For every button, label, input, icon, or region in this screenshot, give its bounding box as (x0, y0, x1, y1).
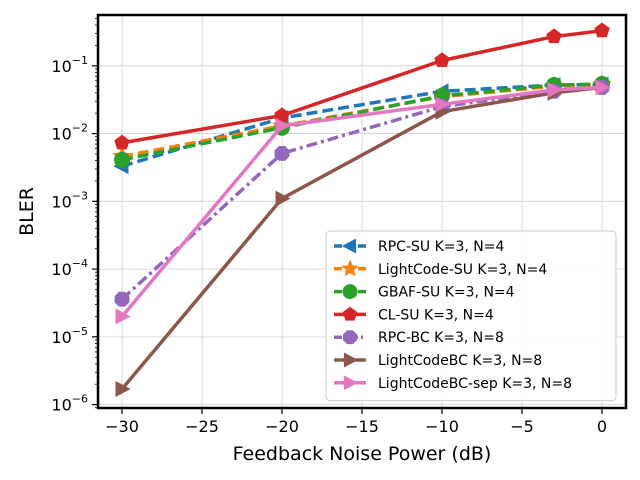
data-point (594, 22, 610, 38)
legend-entry: LightCode-SU K=3, N=4 (334, 259, 547, 278)
y-tick-label: 10−3 (51, 189, 88, 211)
legend: RPC-SU K=3, N=4 LightCode-SU K=3, N=4 GBAF… (325, 230, 617, 402)
y-tick-base: 10 (51, 328, 71, 347)
y-tick-base: 10 (51, 57, 71, 76)
y-tick-label: 10−5 (51, 325, 88, 347)
y-tick-label: 10−4 (51, 257, 88, 279)
data-point (547, 82, 563, 98)
data-point (115, 381, 131, 397)
series-layer (112, 22, 612, 397)
legend-marker (343, 330, 357, 345)
legend-marker (341, 238, 357, 254)
data-point (275, 117, 291, 134)
legend-entry: CL-SU K=3, N=4 (334, 306, 494, 323)
legend-box (325, 230, 617, 402)
y-tick-label: 10−1 (51, 54, 88, 76)
data-point (546, 28, 562, 44)
legend-entry: RPC-BC K=3, N=8 (334, 330, 504, 346)
y-tick-base: 10 (51, 192, 71, 211)
x-tick-label: −20 (265, 417, 299, 436)
legend-label: RPC-SU K=3, N=4 (378, 239, 505, 255)
x-tick-label: 0 (597, 417, 607, 436)
x-tick-label: −25 (185, 417, 219, 436)
legend-marker (342, 284, 358, 300)
legend-label: LightCodeBC K=3, N=8 (378, 353, 542, 369)
y-tick-exponent: −4 (72, 257, 88, 270)
y-tick-exponent: −3 (72, 189, 88, 202)
x-axis-label: Feedback Noise Power (dB) (233, 443, 492, 465)
data-point (435, 96, 451, 113)
x-tick-label: −5 (510, 417, 534, 436)
data-point (114, 134, 130, 150)
data-point (114, 151, 130, 168)
legend-entry: RPC-SU K=3, N=4 (334, 238, 505, 255)
data-point (115, 308, 131, 325)
x-tick-label: −15 (345, 417, 379, 436)
y-tick-base: 10 (51, 125, 71, 144)
legend-label: RPC-BC K=3, N=8 (378, 330, 504, 346)
data-point (275, 190, 291, 207)
y-axis-label: BLER (16, 187, 38, 236)
legend-label: GBAF-SU K=3, N=4 (378, 285, 515, 301)
legend-label: LightCode-SU K=3, N=4 (378, 262, 547, 278)
legend-entry: LightCodeBC-sep K=3, N=8 (334, 375, 572, 392)
data-point (595, 79, 611, 96)
y-tick-base: 10 (51, 260, 71, 279)
data-point (274, 145, 290, 161)
legend-label: LightCodeBC-sep K=3, N=8 (378, 376, 572, 392)
y-tick-exponent: −5 (72, 325, 88, 338)
y-tick-exponent: −1 (72, 54, 88, 67)
y-tick-label: 10−2 (51, 122, 88, 144)
y-axis: 10−610−510−410−310−210−1 (51, 18, 98, 415)
y-tick-exponent: −2 (72, 122, 88, 135)
legend-marker (341, 259, 359, 277)
legend-entry: LightCodeBC K=3, N=8 (334, 352, 542, 369)
data-point (114, 291, 130, 307)
legend-marker (343, 375, 359, 391)
series-4 (114, 22, 610, 150)
x-tick-label: −30 (105, 417, 139, 436)
x-tick-label: −10 (425, 417, 459, 436)
data-point (434, 52, 450, 68)
x-axis: −30 −25 −20 −15 −10 −5 0 (105, 408, 607, 436)
legend-label: CL-SU K=3, N=4 (378, 307, 494, 323)
legend-marker (343, 352, 359, 368)
y-tick-exponent: −6 (72, 393, 88, 406)
legend-entry: GBAF-SU K=3, N=4 (334, 284, 515, 301)
series-7 (115, 79, 611, 325)
legend-marker (342, 306, 358, 321)
y-tick-base: 10 (51, 396, 71, 415)
y-tick-label: 10−6 (51, 393, 88, 415)
